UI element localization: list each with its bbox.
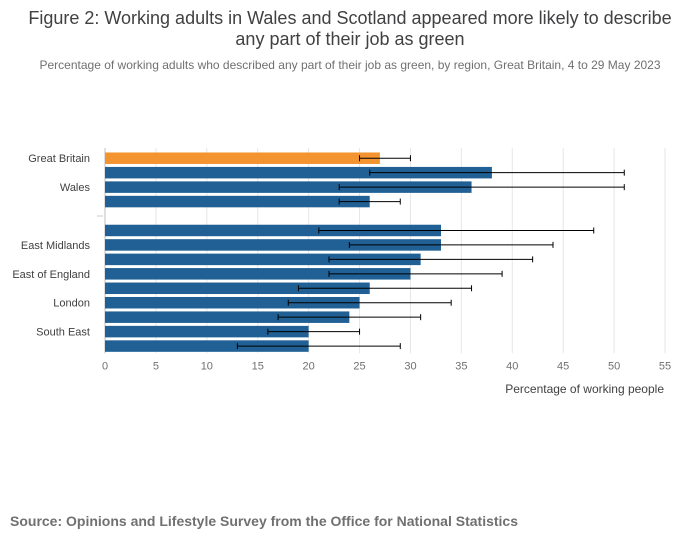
x-tick-label: 20 bbox=[303, 360, 315, 372]
bar bbox=[105, 340, 309, 352]
chart-title: Figure 2: Working adults in Wales and Sc… bbox=[28, 8, 672, 49]
x-tick-label: 5 bbox=[153, 360, 159, 372]
category-label: London bbox=[53, 298, 90, 310]
category-labels: Great Britain Wales East Midlands East of E… bbox=[12, 153, 90, 338]
bar bbox=[105, 311, 350, 323]
category-label: East of England bbox=[12, 269, 90, 281]
x-tick-label: 40 bbox=[506, 360, 518, 372]
bar bbox=[105, 268, 411, 280]
x-tick-label: 50 bbox=[608, 360, 620, 372]
category-label: South East bbox=[36, 327, 90, 339]
x-tick-label: 55 bbox=[659, 360, 671, 372]
category-label: East Midlands bbox=[21, 240, 91, 252]
bar bbox=[105, 181, 472, 193]
x-tick-label: 15 bbox=[252, 360, 264, 372]
x-tick-label: 35 bbox=[455, 360, 467, 372]
bar bbox=[105, 296, 360, 309]
x-tick-label: 45 bbox=[557, 360, 569, 372]
x-tick-label: 0 bbox=[102, 360, 108, 372]
bar bbox=[105, 253, 421, 266]
error-bars bbox=[236, 155, 625, 350]
bar bbox=[105, 282, 370, 295]
bar bbox=[105, 224, 441, 237]
bar bbox=[105, 195, 370, 208]
chart-subtitle: Percentage of working adults who describ… bbox=[39, 58, 661, 72]
bar bbox=[105, 166, 492, 179]
category-label: Great Britain bbox=[28, 153, 90, 165]
category-label: Wales bbox=[60, 182, 91, 194]
x-tick-label: 10 bbox=[201, 360, 213, 372]
x-axis-title: Percentage of working people bbox=[505, 382, 664, 396]
x-tick-label: 30 bbox=[404, 360, 416, 372]
bars bbox=[105, 152, 492, 352]
bar bbox=[105, 152, 380, 164]
bar-chart: Great Britain Wales East Midlands East of E… bbox=[12, 148, 671, 396]
bar bbox=[105, 239, 441, 251]
bar bbox=[105, 325, 309, 338]
x-axis-ticks: 0 5 10 15 20 25 30 35 40 45 50 55 bbox=[102, 360, 671, 372]
x-tick-label: 25 bbox=[353, 360, 365, 372]
source-note: Source: Opinions and Lifestyle Survey fr… bbox=[10, 513, 518, 529]
